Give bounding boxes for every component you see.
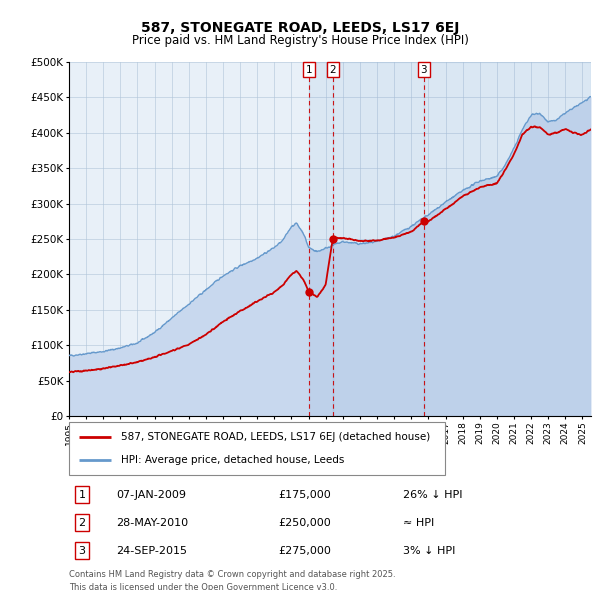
Text: 2: 2 <box>329 65 336 75</box>
Text: £275,000: £275,000 <box>278 546 331 556</box>
Text: 07-JAN-2009: 07-JAN-2009 <box>116 490 186 500</box>
Bar <box>309 62 333 416</box>
Text: Contains HM Land Registry data © Crown copyright and database right 2025.: Contains HM Land Registry data © Crown c… <box>69 570 395 579</box>
Text: 587, STONEGATE ROAD, LEEDS, LS17 6EJ: 587, STONEGATE ROAD, LEEDS, LS17 6EJ <box>141 21 459 35</box>
Bar <box>424 62 591 416</box>
Text: 3: 3 <box>421 65 427 75</box>
Text: 3: 3 <box>79 546 86 556</box>
Text: HPI: Average price, detached house, Leeds: HPI: Average price, detached house, Leed… <box>121 455 344 465</box>
Text: 3% ↓ HPI: 3% ↓ HPI <box>403 546 455 556</box>
Text: 587, STONEGATE ROAD, LEEDS, LS17 6EJ (detached house): 587, STONEGATE ROAD, LEEDS, LS17 6EJ (de… <box>121 432 430 442</box>
Text: £175,000: £175,000 <box>278 490 331 500</box>
Text: £250,000: £250,000 <box>278 518 331 527</box>
Bar <box>333 62 424 416</box>
Text: ≈ HPI: ≈ HPI <box>403 518 434 527</box>
Text: This data is licensed under the Open Government Licence v3.0.: This data is licensed under the Open Gov… <box>69 583 337 590</box>
Text: 1: 1 <box>306 65 313 75</box>
Text: Price paid vs. HM Land Registry's House Price Index (HPI): Price paid vs. HM Land Registry's House … <box>131 34 469 47</box>
FancyBboxPatch shape <box>69 422 445 475</box>
Text: 2: 2 <box>79 518 86 527</box>
Text: 26% ↓ HPI: 26% ↓ HPI <box>403 490 463 500</box>
Text: 1: 1 <box>79 490 86 500</box>
Text: 24-SEP-2015: 24-SEP-2015 <box>116 546 187 556</box>
Text: 28-MAY-2010: 28-MAY-2010 <box>116 518 188 527</box>
